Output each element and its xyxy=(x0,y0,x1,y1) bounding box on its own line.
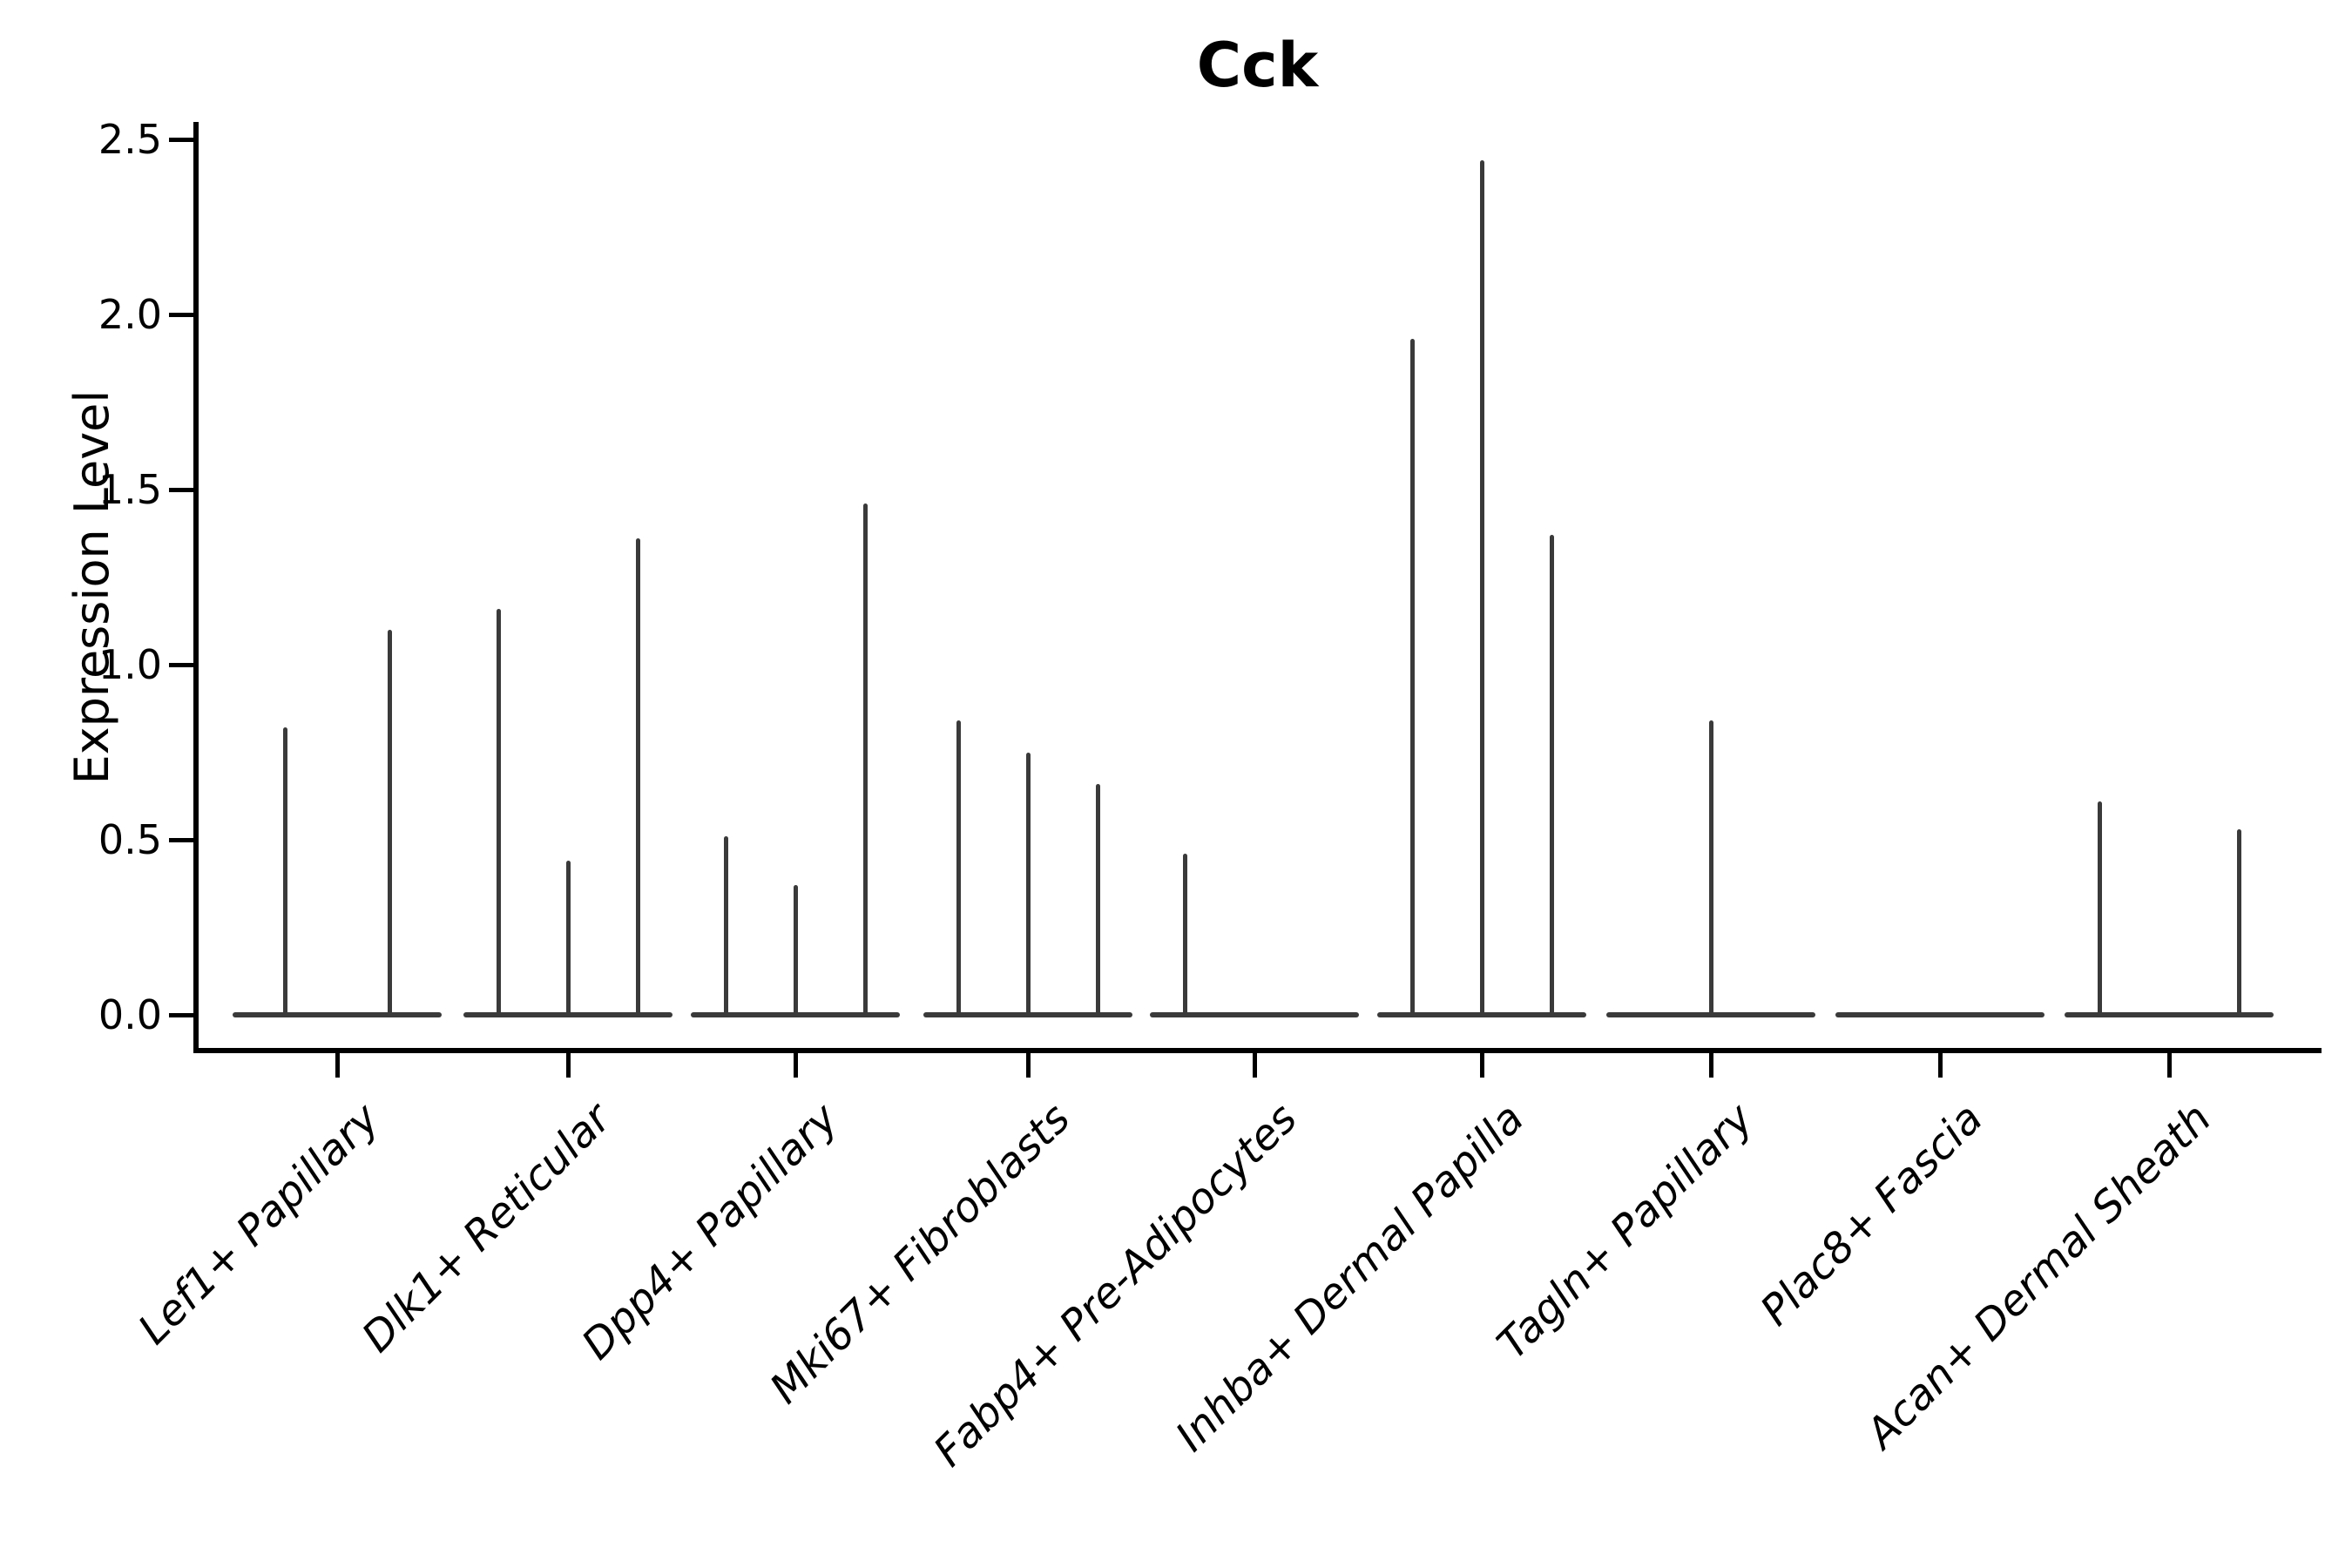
x-axis-spine xyxy=(193,1048,2322,1053)
y-tick-label: 2.5 xyxy=(98,116,162,163)
y-tick xyxy=(169,1013,193,1017)
plot-title: Cck xyxy=(1196,30,1319,101)
violin-spike xyxy=(388,629,392,1017)
y-tick xyxy=(169,838,193,842)
y-tick-label: 0.5 xyxy=(98,816,162,863)
violin-spike xyxy=(724,835,728,1017)
violin-spike xyxy=(2098,801,2102,1017)
violin-spike xyxy=(636,538,640,1017)
y-tick-label: 1.5 xyxy=(98,466,162,513)
x-tick xyxy=(1026,1053,1031,1078)
violin-spike xyxy=(1096,783,1100,1017)
x-tick-label: Dpp4+ Papillary xyxy=(572,1094,848,1369)
violin-spike xyxy=(1550,535,1554,1017)
x-tick xyxy=(335,1053,340,1078)
x-tick-label: Lef1+ Papillary xyxy=(129,1094,389,1355)
y-tick xyxy=(169,488,193,492)
violin-spike xyxy=(497,608,501,1017)
violin-spike xyxy=(1480,160,1484,1017)
violin-spike xyxy=(1709,720,1713,1017)
violin-spike xyxy=(2237,828,2241,1017)
x-tick xyxy=(1253,1053,1257,1078)
x-tick xyxy=(1709,1053,1713,1078)
violin-spike xyxy=(863,504,868,1017)
violin-spike xyxy=(1410,339,1415,1017)
y-tick-label: 1.0 xyxy=(98,641,162,688)
violin-baseline xyxy=(233,1012,442,1017)
x-tick-label: Fabp4+ Pre-Adipocytes xyxy=(924,1094,1307,1477)
y-tick xyxy=(169,138,193,142)
x-tick-label: Plac8+ Fascia xyxy=(1750,1094,1992,1335)
x-tick xyxy=(2167,1053,2172,1078)
x-tick xyxy=(1480,1053,1484,1078)
violin-spike xyxy=(283,727,287,1017)
x-tick-label: Dlk1+ Reticular xyxy=(352,1094,620,1362)
y-axis-spine xyxy=(193,122,199,1053)
violin-baseline xyxy=(2065,1012,2274,1017)
violin-spike xyxy=(794,885,798,1017)
x-tick xyxy=(1938,1053,1943,1078)
y-axis-label: Expression Level xyxy=(64,389,119,785)
x-tick xyxy=(566,1053,571,1078)
x-tick-label: Tagln+ Papillary xyxy=(1488,1094,1763,1369)
violin-spike xyxy=(1026,752,1031,1017)
violin-baseline xyxy=(1835,1012,2044,1017)
x-tick xyxy=(794,1053,798,1078)
violin-spike xyxy=(1183,854,1187,1017)
y-tick-label: 2.0 xyxy=(98,291,162,338)
violin-spike xyxy=(956,720,961,1017)
violin-spike xyxy=(566,861,571,1017)
y-tick xyxy=(169,313,193,317)
y-tick-label: 0.0 xyxy=(98,991,162,1038)
y-tick xyxy=(169,663,193,667)
violin-baseline xyxy=(1150,1012,1359,1017)
